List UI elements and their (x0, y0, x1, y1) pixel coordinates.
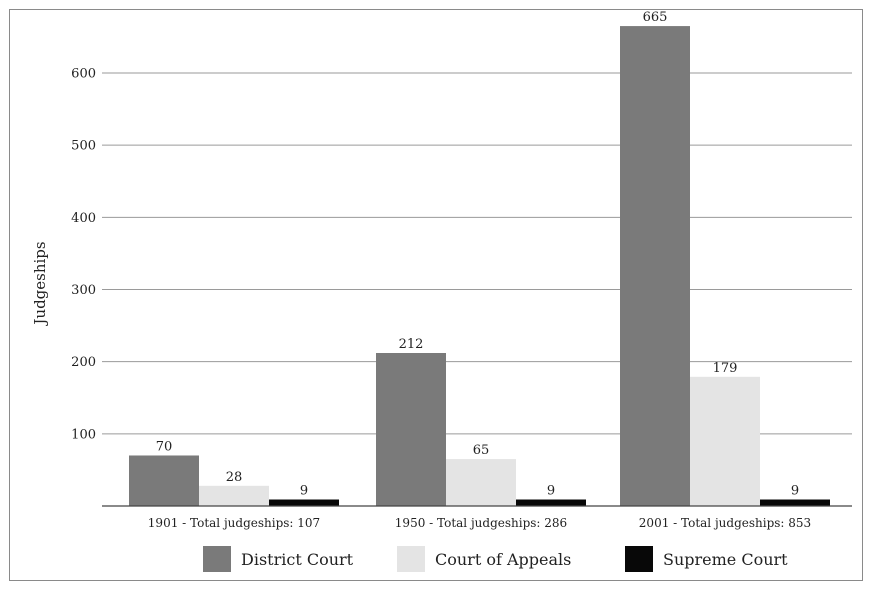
bar (199, 485, 269, 506)
bar-value-label: 65 (473, 443, 490, 458)
legend: District Court Court of Appeals Supreme Co… (203, 546, 788, 572)
x-category-label: 2001 - Total judgeships: 853 (639, 516, 811, 530)
legend-label: Court of Appeals (435, 550, 571, 569)
bar (376, 353, 446, 506)
bar-value-label: 70 (156, 439, 173, 454)
y-tick-label: 300 (71, 283, 96, 298)
bar (516, 499, 586, 506)
legend-swatch (397, 546, 425, 572)
bar (690, 376, 760, 506)
bar (760, 499, 830, 506)
bar-value-label: 28 (226, 470, 243, 485)
bar-value-label: 9 (791, 484, 799, 499)
legend-label: District Court (241, 550, 354, 569)
bar-value-label: 212 (399, 337, 424, 352)
y-tick-label: 500 (71, 139, 96, 154)
y-tick-label: 400 (71, 211, 96, 226)
bar (620, 26, 690, 506)
legend-swatch (625, 546, 653, 572)
bar (269, 499, 339, 506)
bar (129, 455, 199, 506)
bar-value-label: 179 (713, 361, 738, 376)
y-axis-title: Judgeships (31, 241, 49, 326)
y-tick-label: 100 (71, 427, 96, 442)
x-category-label: 1901 - Total judgeships: 107 (148, 516, 320, 530)
y-tick-label: 200 (71, 355, 96, 370)
bar-value-label: 9 (300, 484, 308, 499)
bars: 70 28 9 212 65 9 665 179 9 (129, 10, 830, 506)
y-tick-label: 600 (71, 66, 96, 81)
bar-value-label: 665 (643, 10, 668, 25)
x-axis-categories: 1901 - Total judgeships: 107 1950 - Total… (148, 516, 811, 530)
legend-label: Supreme Court (663, 550, 788, 569)
legend-swatch (203, 546, 231, 572)
x-category-label: 1950 - Total judgeships: 286 (395, 516, 567, 530)
y-axis-ticks: 100 200 300 400 500 600 (71, 66, 96, 442)
bar (446, 459, 516, 506)
bar-value-label: 9 (547, 484, 555, 499)
